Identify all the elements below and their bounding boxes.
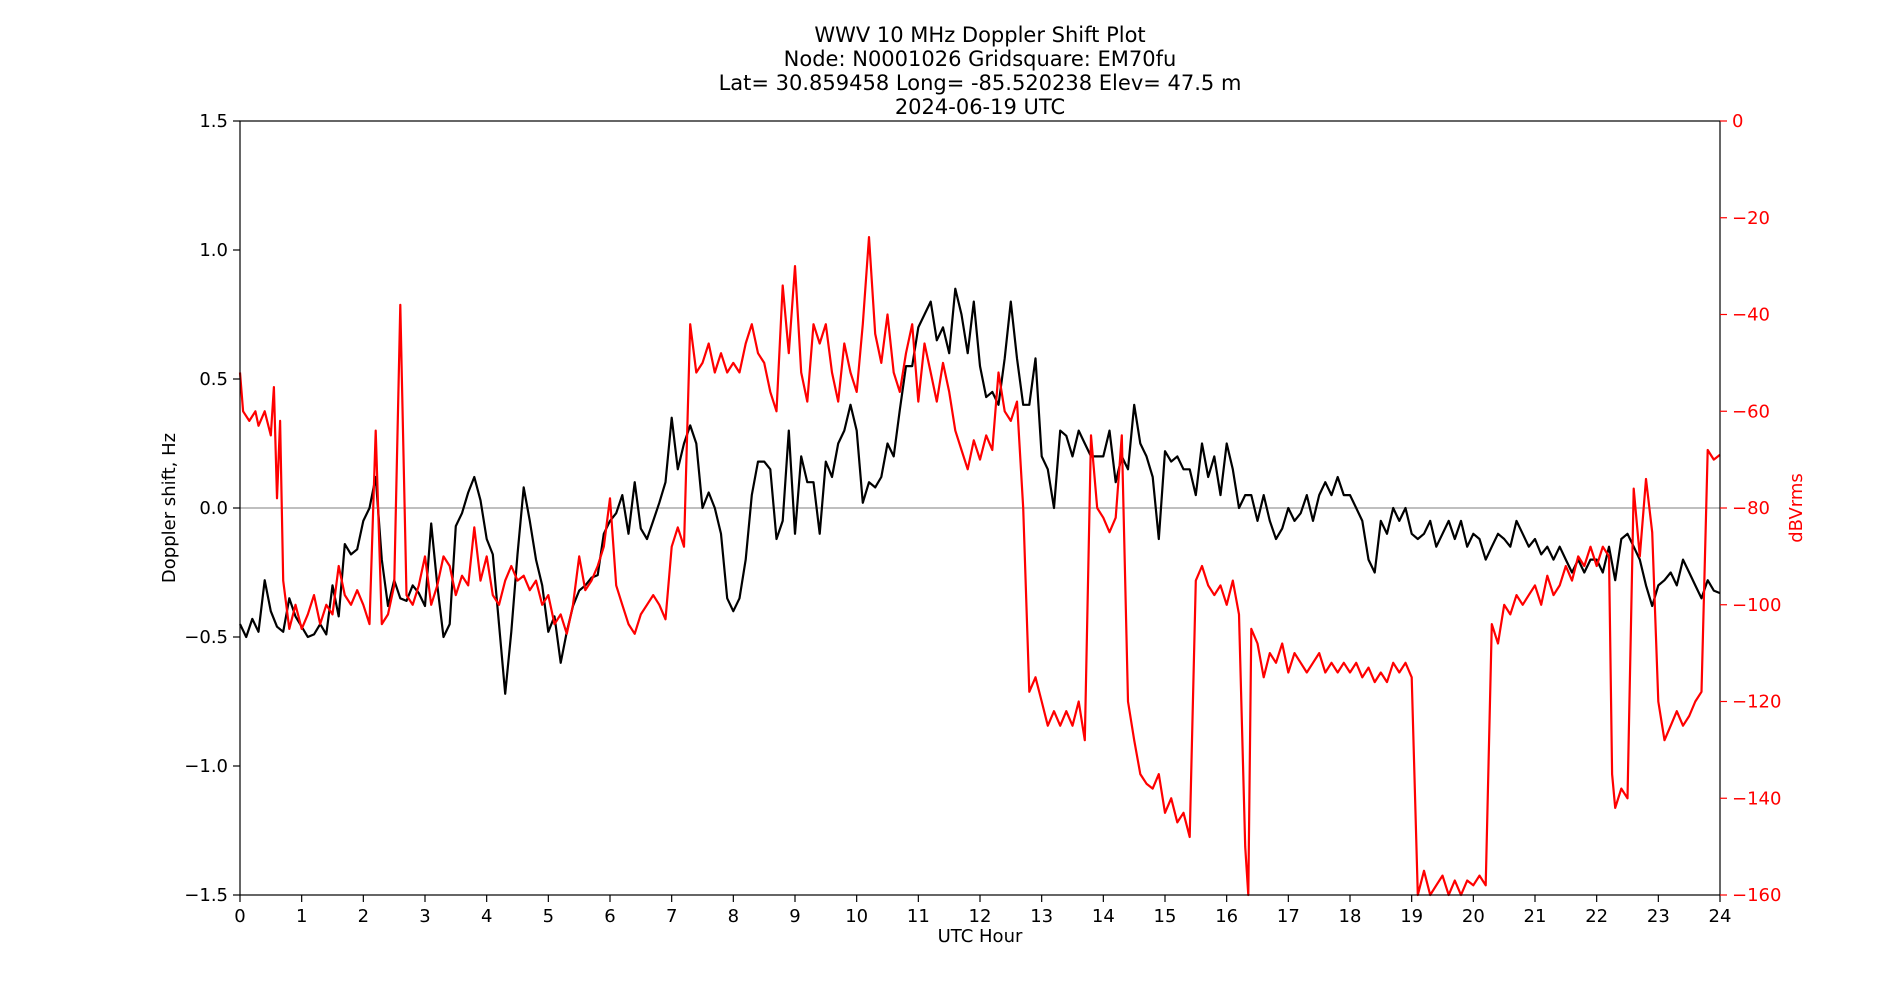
x-tick-label: 16 [1215, 906, 1238, 927]
x-tick-label: 15 [1154, 906, 1177, 927]
doppler-series-line [239, 287, 1721, 695]
y-right-tick-label: −20 [1732, 208, 1770, 229]
x-tick-label: 8 [728, 906, 739, 927]
x-tick-label: 12 [969, 906, 992, 927]
y-right-tick-label: −160 [1732, 885, 1781, 906]
y-axis-left: −1.5 −1.0 −0.5 0.0 0.5 1.0 1.5 [184, 111, 240, 906]
y-tick-label: 0.5 [199, 369, 228, 390]
x-tick-label: 1 [296, 906, 307, 927]
y-tick-label: −1.0 [184, 756, 228, 777]
x-tick-label: 14 [1092, 906, 1115, 927]
x-tick-label: 9 [789, 906, 800, 927]
x-tick-label: 3 [419, 906, 430, 927]
y-tick-label: −1.5 [184, 885, 228, 906]
x-tick-label: 22 [1585, 906, 1608, 927]
x-axis: 0 1 2 3 4 5 6 7 8 9 10 11 12 13 14 15 16 17 18 19 20 21 22 23 24 [234, 895, 1731, 927]
x-axis-label: UTC Hour [938, 926, 1023, 947]
y-axis-right-label: dBVrms [1786, 473, 1807, 543]
y-right-tick-label: −40 [1732, 305, 1770, 326]
y-right-tick-label: 0 [1732, 111, 1743, 132]
x-tick-label: 13 [1030, 906, 1053, 927]
x-tick-label: 7 [666, 906, 677, 927]
x-tick-label: 11 [907, 906, 930, 927]
title-line-2: Node: N0001026 Gridsquare: EM70fu [784, 47, 1177, 71]
x-tick-label: 19 [1400, 906, 1423, 927]
y-tick-label: 1.0 [199, 240, 228, 261]
y-tick-label: 1.5 [199, 111, 228, 132]
x-tick-label: 20 [1462, 906, 1485, 927]
y-axis-right: 0 −20 −40 −60 −80 −100 −120 −140 −160 [1720, 111, 1781, 906]
y-axis-label: Doppler shift, Hz [159, 433, 180, 583]
chart-title: WWV 10 MHz Doppler Shift Plot Node: N000… [719, 23, 1242, 119]
y-right-tick-label: −120 [1732, 692, 1781, 713]
y-right-tick-label: −60 [1732, 401, 1770, 422]
y-tick-label: −0.5 [184, 627, 228, 648]
x-tick-label: 6 [604, 906, 615, 927]
x-tick-label: 4 [481, 906, 492, 927]
x-tick-label: 18 [1339, 906, 1362, 927]
title-line-1: WWV 10 MHz Doppler Shift Plot [814, 23, 1145, 47]
x-tick-label: 5 [543, 906, 554, 927]
x-tick-label: 0 [234, 906, 245, 927]
x-tick-label: 23 [1647, 906, 1670, 927]
x-tick-label: 2 [358, 906, 369, 927]
x-tick-label: 24 [1709, 906, 1732, 927]
title-line-4: 2024-06-19 UTC [895, 95, 1065, 119]
x-tick-label: 17 [1277, 906, 1300, 927]
power-series-line [238, 236, 1721, 897]
plot-area [238, 236, 1721, 897]
y-right-tick-label: −140 [1732, 788, 1781, 809]
x-tick-label: 10 [845, 906, 868, 927]
y-tick-label: 0.0 [199, 498, 228, 519]
title-line-3: Lat= 30.859458 Long= -85.520238 Elev= 47… [719, 71, 1242, 95]
x-tick-label: 21 [1524, 906, 1547, 927]
y-right-tick-label: −100 [1732, 595, 1781, 616]
y-right-tick-label: −80 [1732, 498, 1770, 519]
